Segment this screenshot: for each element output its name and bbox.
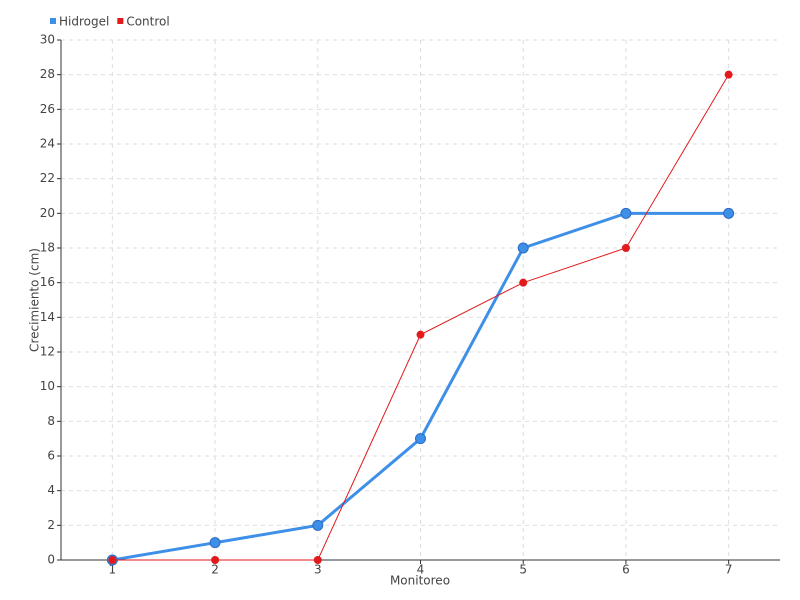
y-tick-label: 2 xyxy=(47,518,55,532)
x-tick-label: 1 xyxy=(109,563,117,577)
data-point xyxy=(415,433,426,445)
y-tick-label: 22 xyxy=(40,171,55,185)
y-tick-label: 4 xyxy=(47,483,55,497)
x-tick-label: 7 xyxy=(725,563,733,577)
x-tick-label: 4 xyxy=(417,563,425,577)
data-point xyxy=(620,207,632,219)
y-axis-label: Crecimiento (cm) xyxy=(28,248,42,352)
data-point xyxy=(621,244,630,252)
y-tick-label: 0 xyxy=(47,553,55,567)
y-tick-label: 20 xyxy=(40,206,55,220)
legend-label: Control xyxy=(126,15,169,29)
data-point xyxy=(108,556,117,564)
x-tick-label: 5 xyxy=(519,563,527,577)
y-tick-label: 14 xyxy=(40,310,55,324)
legend-label: Hidrogel xyxy=(59,15,109,29)
y-tick-label: 16 xyxy=(40,275,55,289)
data-point xyxy=(209,537,221,549)
data-point xyxy=(211,556,220,564)
y-tick-label: 24 xyxy=(40,137,55,151)
x-axis-label: Monitoreo xyxy=(390,574,450,588)
data-point xyxy=(416,330,425,339)
y-tick-label: 18 xyxy=(40,241,55,255)
x-tick-label: 6 xyxy=(622,563,630,577)
y-tick-label: 28 xyxy=(40,67,55,81)
legend-swatch xyxy=(117,18,124,24)
data-point xyxy=(313,556,322,564)
y-tick-label: 8 xyxy=(47,414,55,428)
y-tick-label: 26 xyxy=(40,102,55,116)
data-point xyxy=(312,519,324,531)
x-tick-label: 3 xyxy=(314,563,322,577)
legend-swatch xyxy=(50,18,56,24)
x-tick-label: 2 xyxy=(211,563,219,577)
y-tick-label: 6 xyxy=(47,449,55,463)
data-point xyxy=(517,242,529,254)
data-point xyxy=(724,70,733,79)
y-tick-label: 10 xyxy=(40,379,55,393)
data-point xyxy=(723,207,735,219)
y-tick-label: 12 xyxy=(40,345,55,359)
y-tick-label: 30 xyxy=(40,33,55,47)
data-point xyxy=(519,278,528,287)
